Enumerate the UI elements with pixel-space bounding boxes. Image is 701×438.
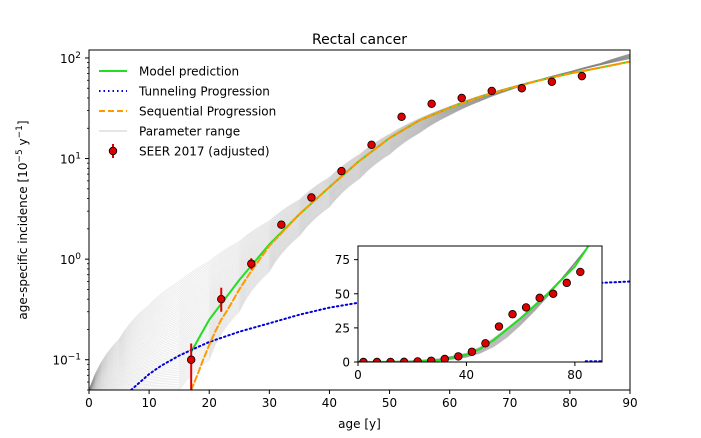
inset-seer-point — [549, 289, 558, 298]
seer-point — [547, 77, 557, 86]
seer-point — [577, 71, 587, 81]
y-axis-title: age-specific incidence [10−5 y−1] — [15, 120, 30, 319]
inset-x-tick-label: 80 — [567, 368, 582, 382]
main-plot-frame — [88, 49, 631, 391]
sequential-progression-line — [190, 60, 630, 390]
inset-seer-point — [440, 354, 449, 362]
y-axis-title-mid: y — [16, 138, 30, 149]
inset-seer-point — [508, 310, 517, 319]
x-tick-label: 80 — [562, 396, 577, 410]
x-tick-label: 30 — [262, 396, 277, 410]
seer-point — [517, 84, 526, 93]
y-axis-title-suffix: ] — [16, 120, 30, 125]
inset-frame — [357, 245, 603, 363]
legend-label-sequential-progression: Sequential Progression — [139, 105, 276, 119]
y-tick-label: 101 — [60, 152, 81, 167]
inset-seer-point — [427, 356, 436, 362]
seer-point — [247, 259, 256, 268]
inset-seer-point — [454, 352, 463, 361]
legend-label-parameter-range: Parameter range — [139, 125, 240, 139]
inset-seer-point — [562, 278, 571, 288]
inset-x-tick-label: 40 — [459, 368, 474, 382]
inset-seer-point — [467, 347, 477, 356]
y-tick-exponent: −1 — [68, 353, 81, 363]
seer-point — [427, 99, 436, 109]
x-axis-title: age [y] — [338, 417, 381, 431]
chart-title: Rectal cancer — [312, 32, 407, 48]
inset-seer-point — [481, 339, 490, 348]
legend-label-tunneling-progression: Tunneling Progression — [138, 85, 270, 99]
inset-seer-point — [521, 303, 531, 312]
inset-seer-point — [413, 357, 422, 362]
y-tick-exponent: 0 — [75, 252, 81, 262]
seer-point — [367, 140, 376, 149]
y-tick-base: 10 — [60, 52, 75, 66]
legend-label-seer-2017-adjusted: SEER 2017 (adjusted) — [139, 145, 270, 159]
legend-sample-seer-2017-adjusted-marker — [108, 146, 118, 156]
inset-seer-point — [576, 267, 585, 277]
seer-point — [337, 166, 346, 176]
x-tick-label: 0 — [85, 396, 93, 410]
inset-y-tick-label: 25 — [335, 321, 350, 335]
seer-point — [487, 86, 496, 96]
inset-y-tick-label: 50 — [335, 287, 350, 301]
x-tick-label: 70 — [502, 396, 517, 410]
y-tick-base: 10 — [60, 153, 75, 167]
inset-x-tick-label: 0 — [354, 368, 362, 382]
y-axis-title-exp2: −1 — [15, 125, 25, 138]
seer-point — [186, 355, 196, 364]
y-tick-base: 10 — [52, 354, 67, 368]
inset-y-tick-label: 0 — [342, 356, 350, 370]
inset-seer-point — [372, 357, 382, 362]
y-axis-title-exp1: −5 — [15, 149, 25, 162]
seer-point — [277, 220, 286, 229]
x-tick-label: 60 — [442, 396, 457, 410]
y-tick-label: 100 — [60, 252, 81, 267]
seer-point — [307, 193, 316, 202]
x-tick-label: 40 — [322, 396, 337, 410]
y-tick-label: 102 — [60, 51, 81, 66]
legend-label-model-prediction: Model prediction — [139, 65, 239, 79]
seer-point — [217, 294, 226, 304]
inset-y-axis-ticks: 0 25 50 75 — [335, 253, 358, 370]
x-axis-ticks: 0 10 20 30 40 50 60 70 80 90 — [85, 390, 638, 410]
y-tick-base: 10 — [60, 253, 75, 267]
legend: Model prediction Tunneling Progression Seq… — [99, 65, 276, 159]
inset-seer-point — [535, 293, 544, 303]
y-tick-exponent: 2 — [75, 51, 81, 61]
inset-x-axis-ticks: 0 40 80 — [354, 362, 583, 382]
x-tick-label: 90 — [622, 396, 637, 410]
y-tick-label: 10−1 — [52, 353, 81, 368]
inset-seer-point — [359, 357, 368, 362]
seer-point — [457, 93, 466, 103]
seer-observations — [186, 71, 587, 390]
y-tick-exponent: 1 — [75, 152, 81, 162]
x-tick-label: 10 — [141, 396, 156, 410]
y-axis-title-prefix: age-specific incidence [10 — [16, 163, 30, 320]
inset-y-tick-label: 75 — [335, 253, 350, 267]
x-tick-label: 50 — [382, 396, 397, 410]
inset-observations — [359, 267, 585, 362]
x-tick-label: 20 — [202, 396, 217, 410]
inset-seer-point — [494, 322, 504, 331]
seer-point — [397, 112, 406, 122]
inset-background — [358, 246, 602, 362]
